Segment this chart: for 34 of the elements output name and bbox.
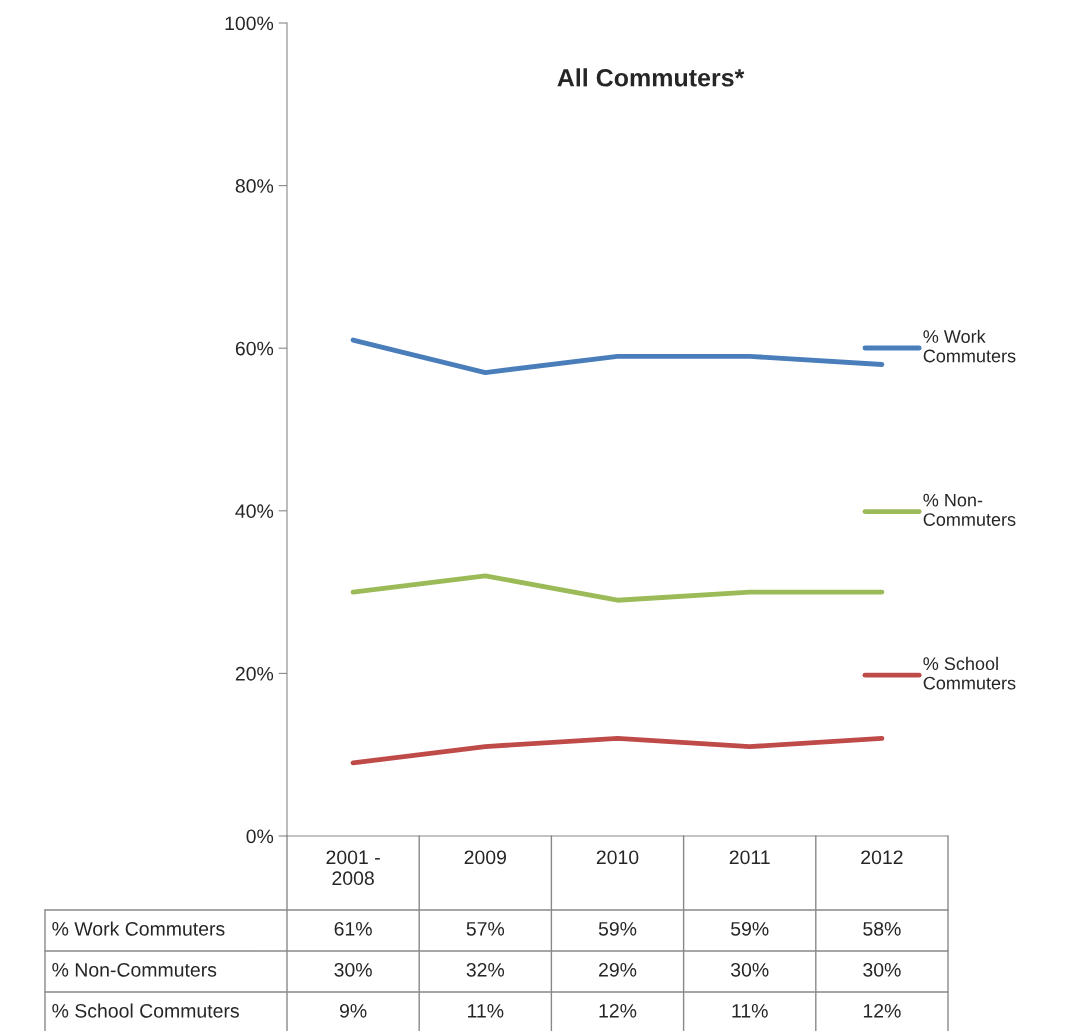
data-label: 30% xyxy=(730,962,769,977)
text: % School Commuters xyxy=(52,1003,239,1018)
data-label: 32% xyxy=(466,962,505,977)
x-tick-label: 2001 - 2008 xyxy=(326,850,380,886)
data-label: 9% xyxy=(339,1003,367,1018)
y-tick-label: 40% xyxy=(235,504,274,519)
x-tick-label: 2010 xyxy=(596,850,639,865)
data-label: 59% xyxy=(731,921,769,936)
legend-label: % Non-Commuters xyxy=(923,493,1016,526)
data-label: 29% xyxy=(599,962,637,977)
data-label: 57% xyxy=(466,922,505,936)
text: All Commuters* xyxy=(557,68,745,87)
x-tick-label: 2009 xyxy=(464,850,507,865)
y-tick-label: 60% xyxy=(235,341,274,356)
data-label: 59% xyxy=(598,921,637,936)
data-label: 30% xyxy=(334,962,372,977)
y-tick-label: 20% xyxy=(235,666,274,681)
data-label: 12% xyxy=(599,1003,637,1018)
data-label: 30% xyxy=(863,962,901,977)
y-tick-label: 80% xyxy=(235,179,274,193)
legend-label: % School Commuters xyxy=(923,656,1016,690)
data-label: 11% xyxy=(468,1004,504,1018)
data-label: 12% xyxy=(863,1003,901,1018)
line-series xyxy=(350,337,885,376)
data-label: 61% xyxy=(334,921,372,936)
x-tick-label: 2011 xyxy=(729,850,770,865)
text: % Work Commuters xyxy=(52,921,225,936)
data-label: 58% xyxy=(863,921,901,936)
text: % Non-Commuters xyxy=(52,962,217,977)
y-tick-label: 100% xyxy=(225,16,274,31)
y-tick-label: 0% xyxy=(246,829,274,844)
legend-label: % Work Commuters xyxy=(923,329,1016,363)
x-tick-label: 2012 xyxy=(861,850,903,865)
data-label: 11% xyxy=(732,1004,768,1018)
